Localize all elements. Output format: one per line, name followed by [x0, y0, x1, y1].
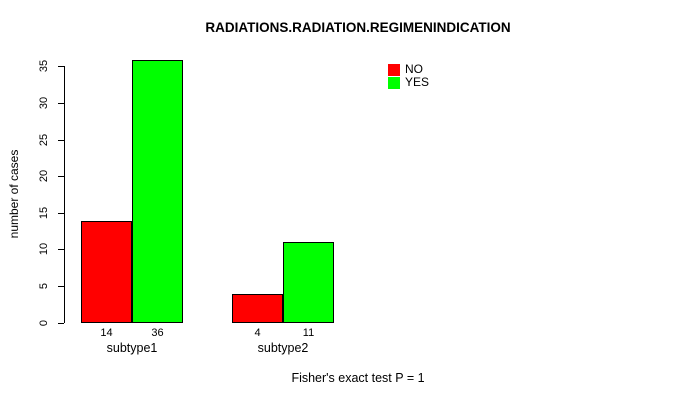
- legend-swatch-icon: [388, 76, 400, 89]
- bar-value-label: 14: [100, 327, 113, 339]
- y-tick-label: 10: [38, 242, 50, 256]
- legend-item-yes: YES: [388, 76, 429, 89]
- y-tick-label: 30: [38, 96, 50, 110]
- bar-subtype1-yes: [132, 60, 183, 323]
- y-tick-label: 25: [38, 133, 50, 147]
- bar-subtype2-yes: [283, 242, 334, 323]
- y-tick-label: 0: [38, 319, 50, 327]
- y-tick-mark: [58, 140, 64, 141]
- y-tick-label: 35: [38, 59, 50, 73]
- y-tick-mark: [58, 103, 64, 104]
- bar-value-label: 4: [254, 327, 261, 339]
- bar-value-label: 11: [302, 327, 315, 339]
- fisher-test-annotation: Fisher's exact test P = 1: [291, 371, 425, 385]
- y-tick-mark: [58, 66, 64, 67]
- y-tick-label: 5: [38, 282, 50, 290]
- y-tick-mark: [58, 176, 64, 177]
- legend-label: NO: [405, 62, 423, 76]
- category-label-subtype1: subtype1: [106, 341, 158, 355]
- y-tick-label: 20: [38, 169, 50, 183]
- y-axis-line: [64, 66, 65, 323]
- legend-swatch-icon: [388, 63, 400, 76]
- bar-subtype1-no: [81, 221, 132, 323]
- bar-subtype2-no: [232, 294, 283, 323]
- legend-label: YES: [405, 75, 430, 89]
- y-tick-mark: [58, 249, 64, 250]
- legend-item-no: NO: [388, 63, 429, 76]
- y-tick-mark: [58, 286, 64, 287]
- chart-title: RADIATIONS.RADIATION.REGIMENINDICATION: [205, 20, 511, 35]
- y-tick-label: 15: [38, 206, 50, 220]
- bar-value-label: 36: [151, 327, 164, 339]
- legend: NO YES: [388, 63, 429, 89]
- y-tick-mark: [58, 213, 64, 214]
- y-axis-title: number of cases: [7, 149, 21, 239]
- y-tick-mark: [58, 323, 64, 324]
- category-label-subtype2: subtype2: [257, 341, 309, 355]
